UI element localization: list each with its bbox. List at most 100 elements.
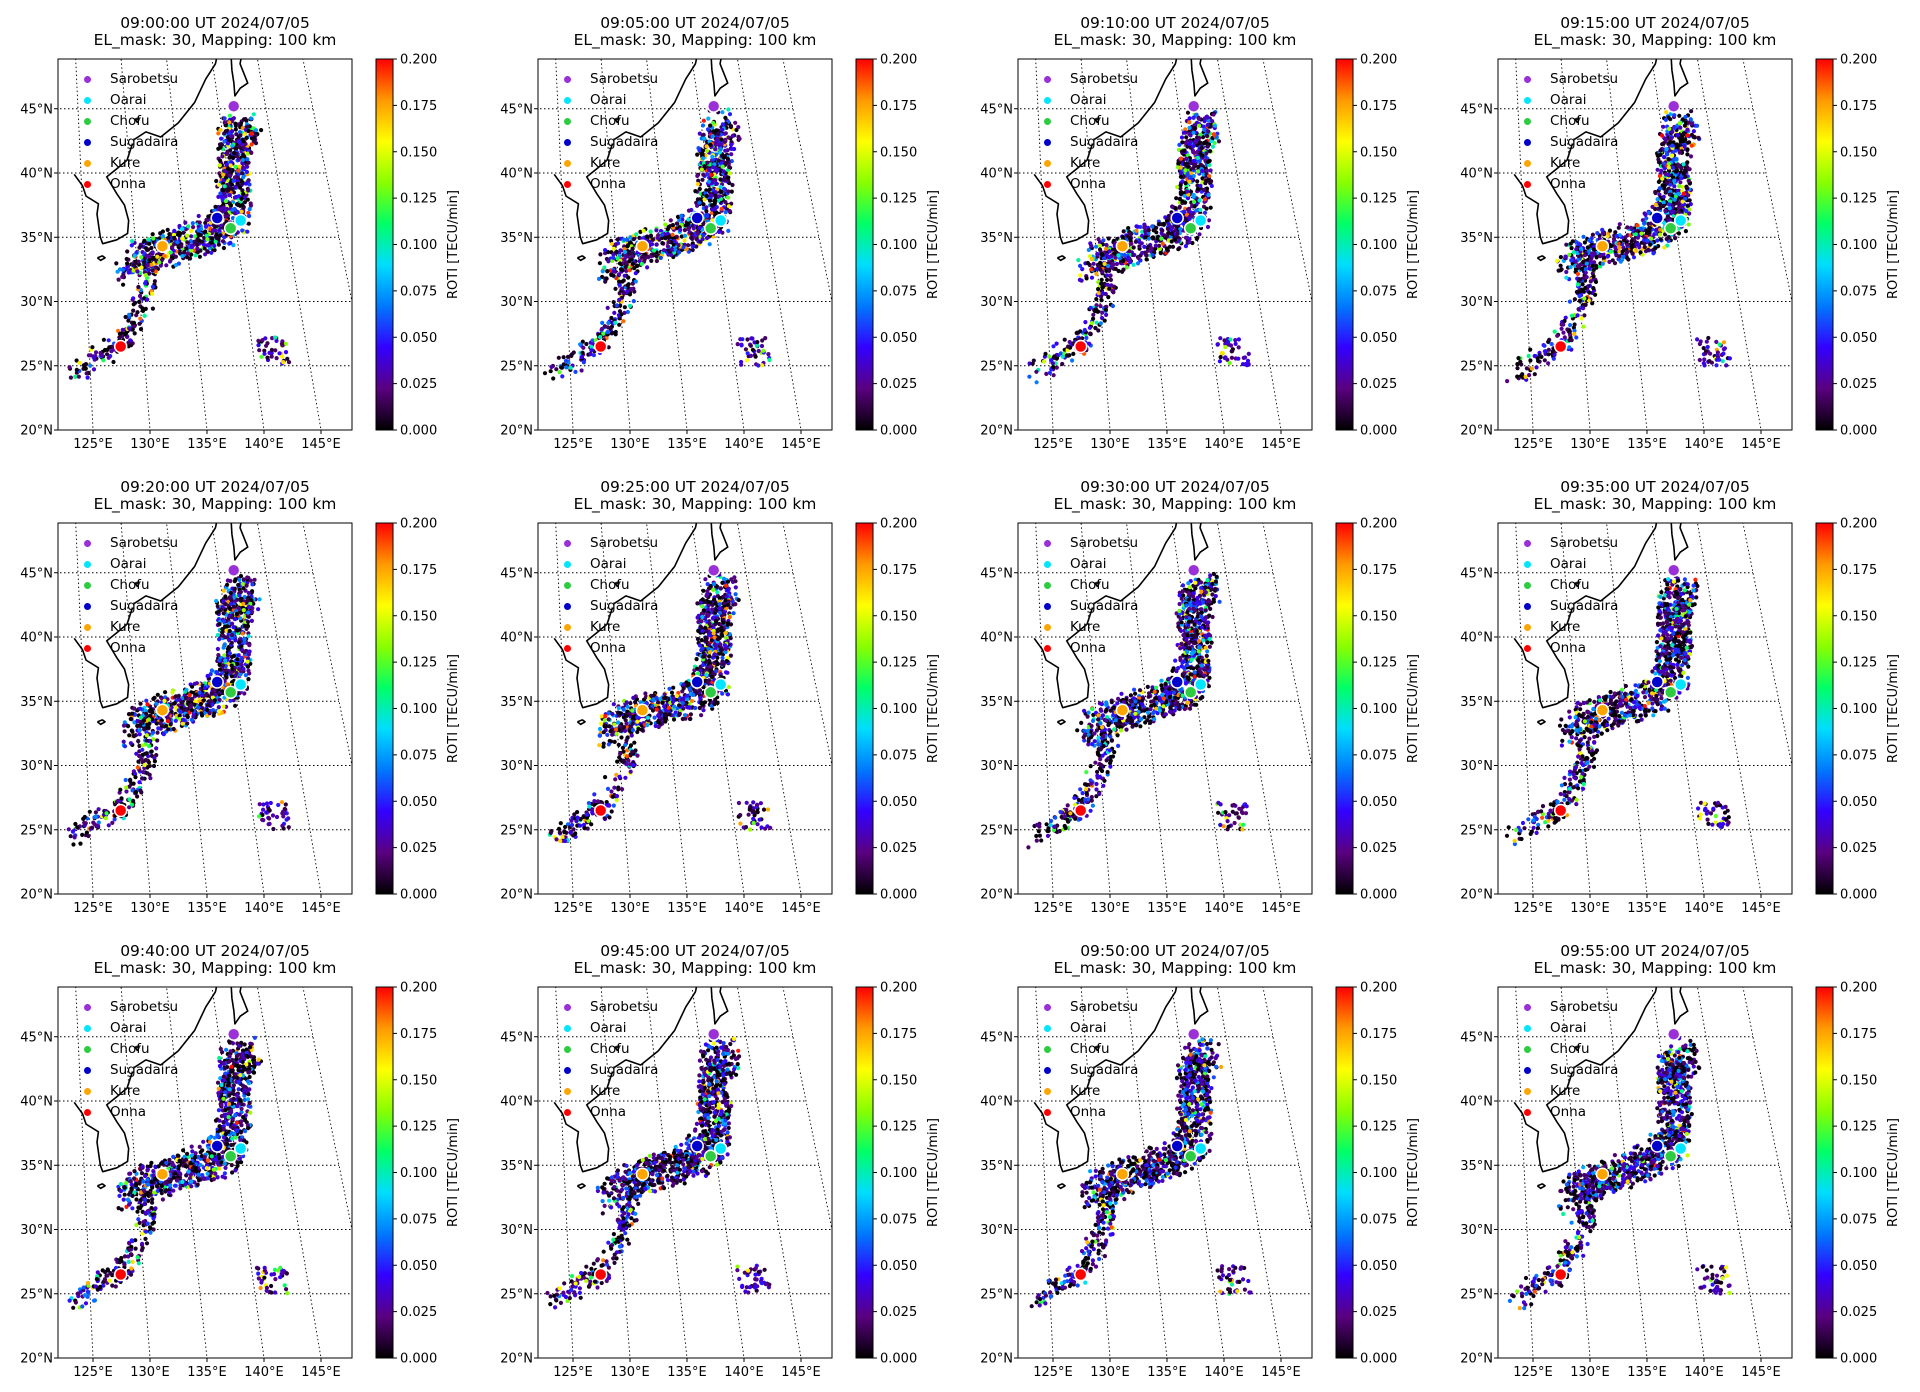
roti-point <box>720 230 725 235</box>
roti-point <box>249 116 254 121</box>
roti-point <box>1116 268 1121 274</box>
roti-point <box>267 350 272 355</box>
roti-point <box>622 257 627 262</box>
legend-marker <box>1044 76 1051 83</box>
roti-point <box>686 208 692 213</box>
roti-point <box>1203 181 1208 186</box>
roti-point <box>1676 231 1681 236</box>
legend-item: Sarobetsu <box>1044 69 1138 90</box>
roti-point <box>1662 161 1667 166</box>
roti-point <box>1724 363 1729 368</box>
roti-point <box>663 222 668 227</box>
roti-point <box>1215 342 1220 347</box>
roti-point <box>1047 370 1052 375</box>
roti-point <box>621 319 626 324</box>
roti-point <box>1222 355 1227 361</box>
roti-point <box>648 229 653 234</box>
roti-point <box>579 355 584 360</box>
roti-point <box>99 353 105 358</box>
roti-point <box>695 173 700 178</box>
roti-point <box>193 253 198 258</box>
roti-point <box>1663 208 1668 214</box>
roti-point <box>218 158 223 163</box>
roti-point <box>236 168 241 173</box>
station-marker <box>593 339 608 354</box>
roti-point <box>190 221 195 226</box>
roti-point <box>247 213 252 219</box>
roti-point <box>1187 125 1192 130</box>
roti-point <box>1651 251 1656 256</box>
colorbar-tick-label: 0.000 <box>1840 424 1877 439</box>
roti-point <box>1701 346 1706 351</box>
roti-point <box>739 359 744 365</box>
legend-marker <box>84 97 91 104</box>
roti-point <box>142 260 147 265</box>
roti-point <box>1127 231 1132 236</box>
lon-tick-label: 130°E <box>1570 437 1610 452</box>
roti-point <box>1515 366 1520 371</box>
roti-point <box>641 228 646 233</box>
roti-point <box>1041 359 1047 364</box>
roti-point <box>1184 156 1189 161</box>
roti-point <box>245 151 250 156</box>
station-marker <box>155 239 170 253</box>
roti-point <box>1673 148 1678 153</box>
roti-point <box>1143 229 1148 234</box>
roti-point <box>611 273 616 278</box>
lat-tick-label: 25°N <box>500 359 533 374</box>
roti-point <box>1187 120 1192 125</box>
roti-point <box>1590 301 1595 306</box>
roti-point <box>1107 249 1112 254</box>
roti-point <box>1135 224 1140 229</box>
roti-point <box>1672 197 1677 202</box>
roti-point <box>117 335 122 340</box>
roti-point <box>721 155 727 160</box>
roti-point <box>217 228 222 233</box>
roti-point <box>1098 260 1103 265</box>
lat-tick-label: 25°N <box>20 359 53 374</box>
roti-point <box>229 129 234 134</box>
roti-point <box>1609 243 1614 249</box>
roti-point <box>235 175 240 180</box>
roti-point <box>1091 261 1096 266</box>
roti-point <box>726 107 731 112</box>
longitude-gridline <box>211 523 265 894</box>
roti-point <box>639 261 644 267</box>
roti-point <box>670 232 675 237</box>
station-marker <box>690 211 704 225</box>
longitude-gridline <box>75 59 94 430</box>
legend-item: Chofu <box>84 111 178 132</box>
roti-point <box>707 198 713 203</box>
roti-point <box>1727 356 1732 361</box>
roti-point <box>171 232 177 237</box>
roti-point <box>1576 307 1581 312</box>
roti-point <box>672 239 677 244</box>
roti-point <box>88 363 93 368</box>
legend-item: Kure <box>1044 153 1138 174</box>
roti-point <box>560 365 565 370</box>
roti-point <box>214 232 219 237</box>
roti-point <box>146 247 151 252</box>
lat-tick-label: 40°N <box>500 167 533 182</box>
legend-marker <box>1044 97 1051 104</box>
roti-point <box>1210 144 1215 149</box>
roti-point <box>1206 129 1211 134</box>
roti-point <box>1591 267 1596 272</box>
roti-point <box>1078 329 1083 334</box>
roti-point <box>240 228 245 233</box>
roti-point <box>1209 183 1214 189</box>
roti-point <box>286 360 292 365</box>
roti-point <box>1584 275 1589 280</box>
roti-point <box>1127 249 1132 254</box>
roti-point <box>1707 359 1712 364</box>
roti-point <box>1686 178 1691 183</box>
roti-point <box>1218 355 1223 360</box>
roti-point <box>1194 208 1199 213</box>
roti-point <box>1140 233 1145 238</box>
roti-point <box>130 327 135 332</box>
legend-marker <box>84 139 91 146</box>
roti-point <box>151 737 156 742</box>
roti-point <box>1197 158 1202 163</box>
roti-point <box>705 172 710 177</box>
